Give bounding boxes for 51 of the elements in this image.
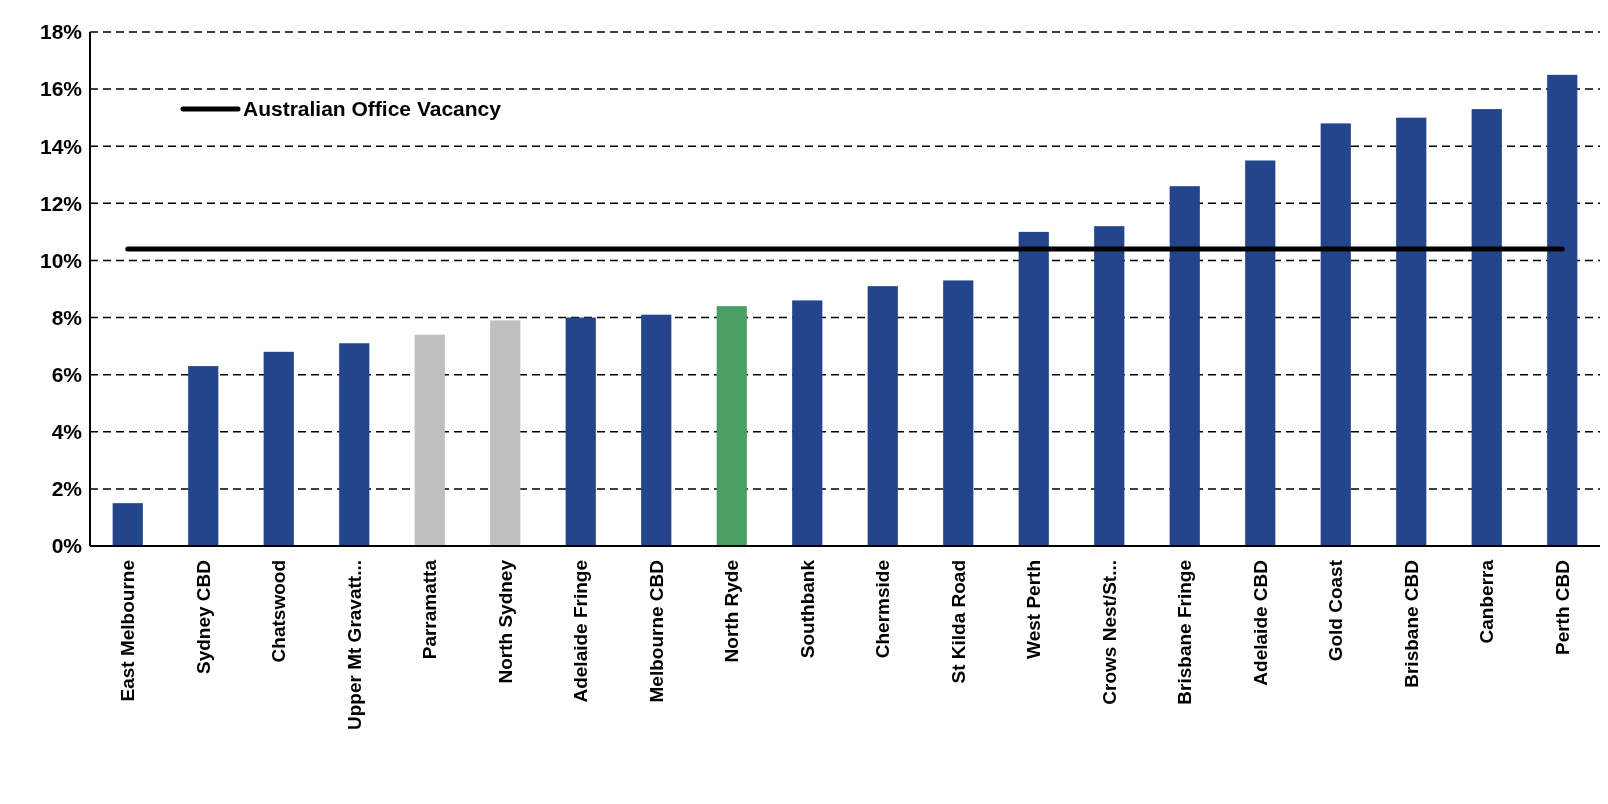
y-tick-label: 4%	[51, 420, 83, 444]
x-tick-label: Upper Mt Gravatt...	[343, 560, 365, 730]
y-tick-label: 2%	[51, 477, 83, 501]
bar	[1547, 74, 1578, 546]
bar	[943, 280, 974, 546]
bar	[1018, 231, 1049, 546]
x-tick-label: Chatswood	[268, 560, 290, 663]
bar	[1471, 109, 1502, 546]
x-tick-label: Sydney CBD	[192, 560, 214, 675]
bar	[1396, 117, 1427, 546]
bar	[867, 286, 898, 546]
bar	[1320, 123, 1351, 546]
bar	[339, 343, 370, 546]
bar	[188, 366, 219, 546]
legend-label: Australian Office Vacancy	[243, 97, 502, 121]
x-tick-label: Parramatta	[419, 559, 441, 660]
y-tick-label: 14%	[39, 134, 83, 158]
bar	[641, 314, 672, 546]
y-tick-label: 0%	[51, 534, 83, 558]
bar	[716, 306, 747, 546]
x-tick-label: Canberra	[1476, 559, 1498, 644]
x-tick-label: Southbank	[796, 559, 818, 659]
bar	[1094, 226, 1125, 546]
x-tick-label: Crows Nest/St...	[1098, 560, 1120, 705]
x-tick-label: Perth CBD	[1551, 560, 1573, 656]
bar	[1245, 160, 1276, 546]
bar	[565, 317, 596, 546]
x-tick-label: Adelaide Fringe	[570, 560, 592, 703]
x-tick-label: St Kilda Road	[947, 560, 969, 684]
y-tick-label: 6%	[51, 363, 83, 387]
x-tick-label: Melbourne CBD	[645, 560, 667, 703]
x-tick-label: North Ryde	[721, 560, 743, 663]
bar	[792, 300, 823, 546]
x-tick-label: West Perth	[1023, 560, 1045, 659]
bar	[414, 334, 445, 546]
x-tick-label: North Sydney	[494, 559, 516, 684]
x-tick-label: East Melbourne	[117, 560, 139, 702]
x-tick-label: Adelaide CBD	[1249, 560, 1271, 686]
bar	[112, 503, 143, 546]
x-tick-label: Chermside	[872, 560, 894, 659]
y-tick-label: 10%	[39, 248, 83, 272]
x-tick-label: Brisbane Fringe	[1174, 560, 1196, 705]
y-tick-label: 12%	[39, 191, 83, 215]
x-tick-label: Brisbane CBD	[1400, 560, 1422, 688]
y-tick-label: 16%	[39, 77, 83, 101]
x-tick-label: Gold Coast	[1325, 559, 1347, 662]
bar	[1169, 186, 1200, 546]
bar	[490, 320, 521, 546]
y-tick-label: 8%	[51, 305, 83, 329]
bar	[263, 351, 294, 546]
y-tick-label: 18%	[39, 20, 83, 44]
